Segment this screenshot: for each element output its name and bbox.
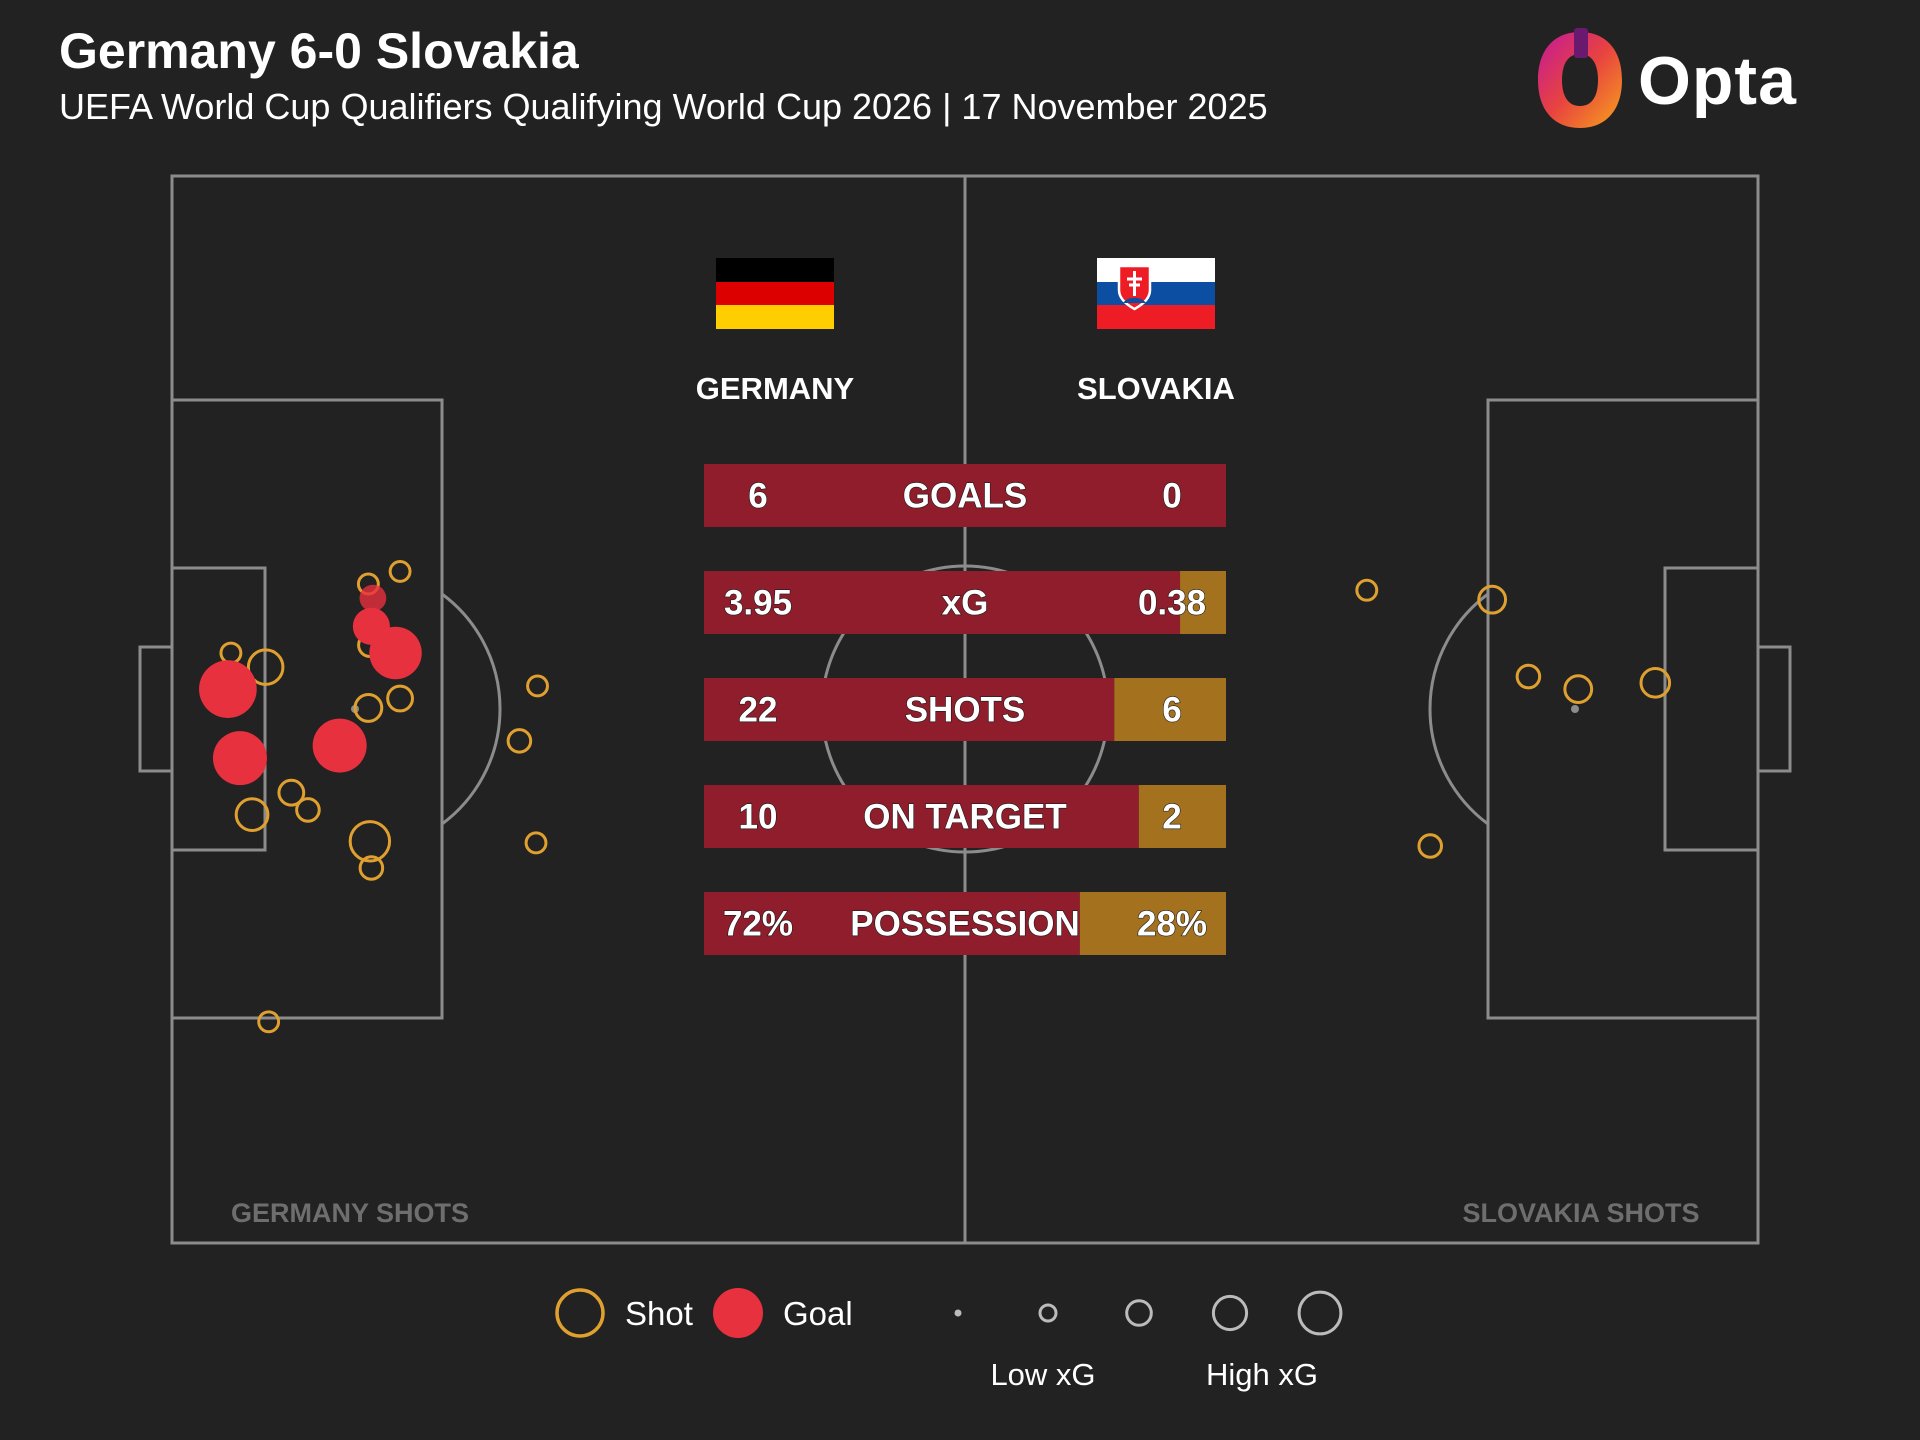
home-shot-marker xyxy=(234,797,270,833)
stat-away-bar xyxy=(1180,571,1226,634)
away-penalty-spot xyxy=(1571,705,1579,713)
away-shot-marker xyxy=(1477,584,1508,615)
stat-row: 22 SHOTS 6 xyxy=(704,678,1226,741)
stat-label: POSSESSION xyxy=(850,905,1080,944)
home-shot-marker xyxy=(524,831,548,855)
legend-goal-marker xyxy=(713,1288,763,1338)
home-shot-marker xyxy=(295,797,321,823)
stat-row: 72% POSSESSION 28% xyxy=(704,892,1226,955)
away-team-name: SLOVAKIA xyxy=(1077,371,1235,406)
away-shot-marker xyxy=(1515,663,1542,690)
opta-logo: Opta xyxy=(1530,28,1800,132)
away-shot-marker xyxy=(1355,578,1379,602)
stat-home-value: 22 xyxy=(739,691,778,730)
stat-home-bar xyxy=(704,464,1226,527)
home-team-name: GERMANY xyxy=(696,371,855,406)
stat-away-value: 0.38 xyxy=(1138,584,1206,623)
opta-logo-text: Opta xyxy=(1638,43,1797,119)
home-goal-marker xyxy=(199,660,257,718)
home-goal-marker xyxy=(352,607,390,645)
home-goal xyxy=(138,645,174,773)
stats-table: 6 GOALS 0 3.95 xG 0.38 22 SHOTS 6 10 ON TARGET 2 72%… xyxy=(704,464,1226,955)
legend-size-dot xyxy=(954,1309,962,1317)
opta-mark-icon xyxy=(1538,28,1622,128)
stat-label: GOALS xyxy=(903,477,1027,516)
legend-low-xg-label: Low xG xyxy=(990,1357,1095,1392)
stat-row: 10 ON TARGET 2 xyxy=(704,785,1226,848)
stat-home-value: 3.95 xyxy=(724,584,792,623)
stat-home-value: 10 xyxy=(739,798,778,837)
home-shot-marker xyxy=(358,855,385,881)
away-goal xyxy=(1756,645,1792,773)
away-shots-label: SLOVAKIA SHOTS xyxy=(1462,1198,1699,1228)
away-shot-marker xyxy=(1639,667,1672,699)
stat-away-value: 6 xyxy=(1162,691,1181,730)
away-penalty-arc xyxy=(1428,592,1489,826)
stat-home-bar xyxy=(704,785,1139,848)
legend-high-xg-label: High xG xyxy=(1206,1357,1318,1392)
stat-home-value: 6 xyxy=(748,477,767,516)
home-goal-marker xyxy=(359,584,387,612)
home-shot-marker xyxy=(386,684,414,713)
legend-goal-label: Goal xyxy=(783,1295,853,1332)
legend-size-circle xyxy=(1125,1299,1153,1327)
chart-subtitle: UEFA World Cup Qualifiers Qualifying Wor… xyxy=(59,86,1268,127)
home-shot-marker xyxy=(219,641,243,665)
home-penalty-arc xyxy=(441,592,502,826)
home-shot-marker xyxy=(257,1010,281,1034)
away-shot-marker xyxy=(1563,674,1594,704)
stat-away-value: 2 xyxy=(1162,798,1181,837)
home-shot-marker xyxy=(348,820,392,863)
legend-size-scale xyxy=(954,1290,1343,1336)
home-shot-marker xyxy=(353,693,384,723)
stat-away-bar xyxy=(1114,678,1226,741)
home-shot-marker xyxy=(526,674,549,698)
stat-away-bar xyxy=(1138,785,1226,848)
slovakia-flag xyxy=(1097,258,1215,329)
away-shot-marker xyxy=(1417,833,1444,859)
legend: Shot Goal Low xG High xG xyxy=(555,1288,1343,1392)
shot-markers xyxy=(199,559,1672,1034)
away-penalty-area xyxy=(1486,398,1760,1020)
stat-home-value: 72% xyxy=(723,905,793,944)
home-goal-marker xyxy=(212,731,267,786)
stat-home-bar xyxy=(704,892,1080,955)
legend-size-circle xyxy=(1038,1303,1058,1323)
stat-row: 3.95 xG 0.38 xyxy=(704,571,1226,634)
stat-away-value: 0 xyxy=(1162,477,1181,516)
home-goal-marker xyxy=(312,718,367,773)
stat-away-bar xyxy=(1079,892,1226,955)
stat-home-bar xyxy=(704,678,1115,741)
home-shot-marker xyxy=(246,648,285,686)
legend-shot-label: Shot xyxy=(625,1295,693,1332)
legend-shot-marker xyxy=(555,1288,605,1338)
chart-title: Germany 6-0 Slovakia xyxy=(59,23,579,79)
stat-label: xG xyxy=(942,584,989,623)
stat-label: SHOTS xyxy=(905,691,1026,730)
stat-row: 6 GOALS 0 xyxy=(704,464,1226,527)
legend-size-circle xyxy=(1211,1294,1249,1332)
home-shot-marker xyxy=(388,559,412,583)
away-six-yard-box xyxy=(1663,566,1760,852)
stat-home-bar xyxy=(704,571,1181,634)
home-shots-label: GERMANY SHOTS xyxy=(231,1198,469,1228)
legend-size-circle xyxy=(1297,1290,1343,1336)
germany-flag xyxy=(716,258,834,329)
stat-away-value: 28% xyxy=(1137,905,1207,944)
home-shot-marker xyxy=(506,728,533,754)
stat-label: ON TARGET xyxy=(863,798,1067,837)
home-shot-marker xyxy=(277,778,306,807)
